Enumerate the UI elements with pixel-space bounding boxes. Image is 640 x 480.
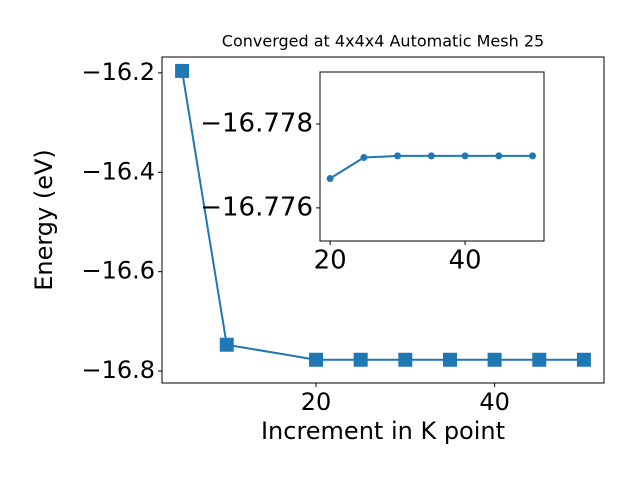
y-tick-label: −16.8 xyxy=(81,356,155,384)
marker xyxy=(398,352,413,367)
x-tick-label: 40 xyxy=(479,388,510,416)
marker xyxy=(353,352,368,367)
marker xyxy=(495,152,503,160)
marker xyxy=(309,352,324,367)
x-tick-label: 20 xyxy=(314,246,347,276)
y-tick-label: −16.2 xyxy=(81,58,155,86)
marker xyxy=(529,152,537,160)
marker xyxy=(461,152,469,160)
marker xyxy=(576,352,591,367)
marker xyxy=(360,154,368,162)
marker xyxy=(442,352,457,367)
chart-title: Converged at 4x4x4 Automatic Mesh 25 xyxy=(222,32,544,51)
x-tick-label: 40 xyxy=(449,246,482,276)
marker xyxy=(487,352,502,367)
marker xyxy=(394,152,402,160)
y-tick-label: −16.4 xyxy=(81,157,155,185)
marker xyxy=(326,175,334,183)
x-axis-label: Increment in K point xyxy=(261,417,505,445)
x-tick-label: 20 xyxy=(301,388,332,416)
marker xyxy=(427,152,435,160)
y-tick-label: −16.6 xyxy=(81,257,155,285)
y-tick-label: −16.778 xyxy=(200,109,313,139)
marker xyxy=(175,63,190,78)
marker xyxy=(219,337,234,352)
marker xyxy=(532,352,547,367)
y-tick-label: −16.776 xyxy=(200,192,313,222)
y-axis-label: Energy (eV) xyxy=(30,149,58,291)
